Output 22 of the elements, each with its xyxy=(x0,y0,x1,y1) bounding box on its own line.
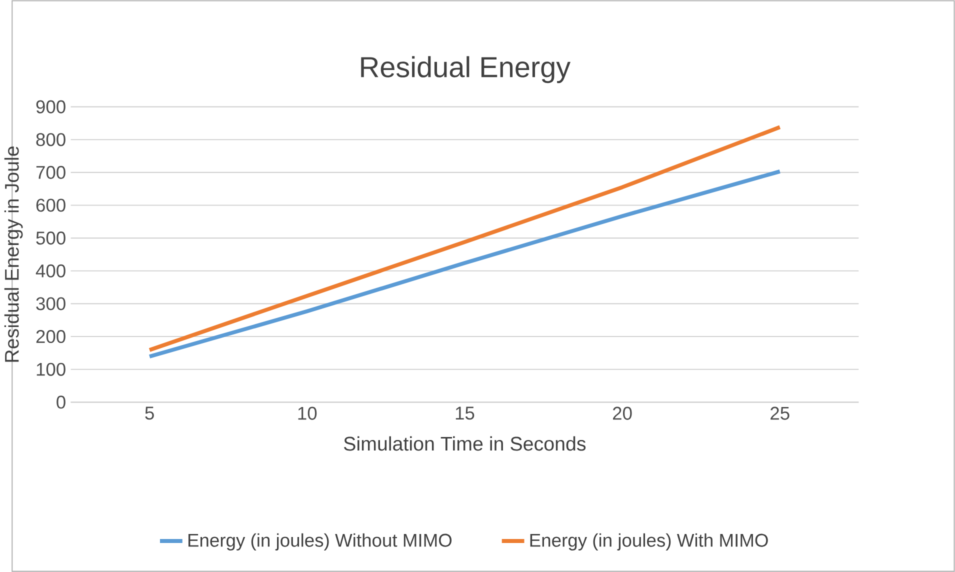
y-tick-label: 500 xyxy=(36,232,66,245)
legend-label: Energy (in joules) Without MIMO xyxy=(188,533,452,550)
x-tick-label: 25 xyxy=(770,406,790,420)
x-axis-title: Simulation Time in Seconds xyxy=(344,436,586,451)
y-tick-label: 400 xyxy=(36,264,66,278)
legend-label: Energy (in joules) With MIMO xyxy=(530,533,768,550)
y-tick-label: 100 xyxy=(36,362,66,376)
line-series xyxy=(148,169,782,358)
line-series xyxy=(148,125,782,352)
x-tick-label: 10 xyxy=(298,406,317,420)
y-tick-label: 700 xyxy=(36,166,66,179)
x-tick-label: 5 xyxy=(145,406,154,420)
y-tick-label: 900 xyxy=(36,100,66,114)
x-tick-label: 15 xyxy=(456,406,474,420)
x-tick-label: 20 xyxy=(613,406,632,420)
y-tick-label: 800 xyxy=(36,133,66,146)
y-tick-label: 600 xyxy=(36,198,66,212)
chart-title: Residual Energy xyxy=(361,56,571,84)
y-axis-title: Residual Energy in Joule xyxy=(4,146,23,362)
y-tick-label: 300 xyxy=(36,297,66,310)
y-tick-label: 200 xyxy=(36,330,66,344)
y-tick-label: 0 xyxy=(56,396,66,409)
